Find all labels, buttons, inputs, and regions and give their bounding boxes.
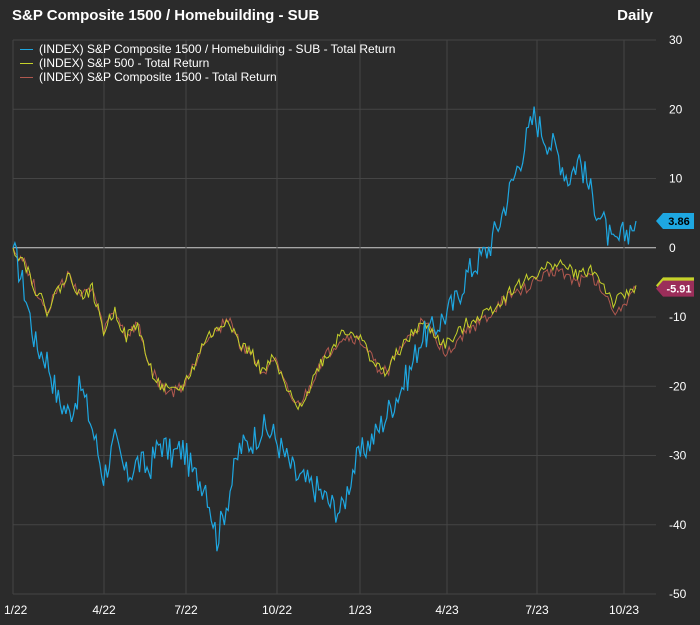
series-line-sp500 [12,247,637,411]
end-value-tag-shape [656,280,694,297]
legend-swatch-composite1500 [20,76,33,78]
y-tick-label: 10 [669,172,683,186]
x-tick-label: 1/22 [4,603,28,617]
legend-item-composite1500[interactable]: (INDEX) S&P Composite 1500 - Total Retur… [20,70,395,84]
legend-label-composite1500: (INDEX) S&P Composite 1500 - Total Retur… [39,70,277,84]
y-tick-label: 20 [669,102,683,116]
legend: (INDEX) S&P Composite 1500 / Homebuildin… [20,42,395,84]
end-value-tag-composite1500: -5.91 [656,280,694,297]
legend-swatch-sp500 [20,62,33,64]
series-line-homebuilding [12,106,637,552]
y-tick-label: -20 [669,379,687,393]
x-tick-label: 4/22 [92,603,116,617]
x-tick-label: 10/23 [609,603,639,617]
y-tick-label: -40 [669,518,687,532]
end-value-tag-shape [656,213,694,230]
end-value-label: -5.91 [666,284,691,296]
y-tick-label: -10 [669,310,687,324]
x-tick-label: 10/22 [262,603,292,617]
y-tick-label: 0 [669,241,676,255]
x-tick-label: 4/23 [435,603,459,617]
y-tick-label: -30 [669,449,687,463]
x-tick-label: 7/22 [174,603,198,617]
end-value-label: 3.86 [668,216,689,228]
legend-item-homebuilding[interactable]: (INDEX) S&P Composite 1500 / Homebuildin… [20,42,395,56]
x-tick-label: 1/23 [348,603,372,617]
frequency-label[interactable]: Daily [617,7,653,24]
legend-label-sp500: (INDEX) S&P 500 - Total Return [39,56,210,70]
legend-label-homebuilding: (INDEX) S&P Composite 1500 / Homebuildin… [39,42,396,56]
y-tick-label: 30 [669,33,683,47]
legend-swatch-homebuilding [20,48,33,50]
x-tick-label: 7/23 [525,603,549,617]
end-value-tag-homebuilding: 3.86 [656,213,694,230]
y-tick-label: -50 [669,587,687,601]
chart-title: S&P Composite 1500 / Homebuilding - SUB [12,7,320,24]
legend-item-sp500[interactable]: (INDEX) S&P 500 - Total Return [20,56,395,70]
